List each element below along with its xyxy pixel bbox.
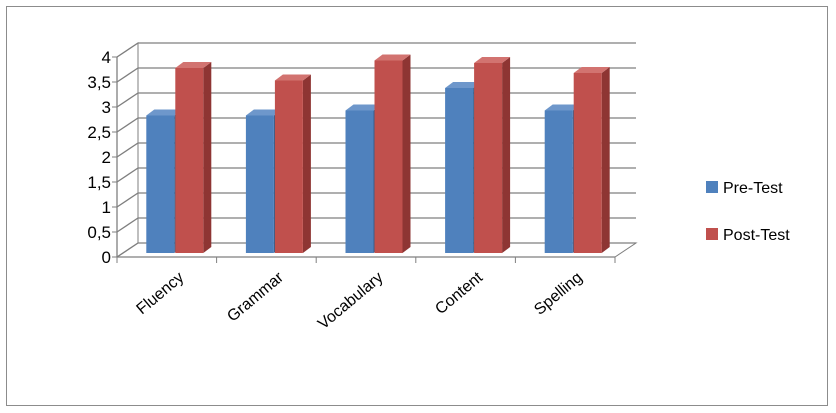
y-tick-label: 2 [102, 148, 111, 167]
y-axis-ticks: 0 0,5 1 1,5 2 2,5 3 3,5 4 [87, 48, 111, 267]
bar-top [175, 62, 212, 68]
legend-swatch [706, 228, 718, 240]
bar-top [245, 109, 282, 116]
x-tick-label: Spelling [531, 269, 586, 319]
x-tick-label: Grammar [224, 269, 287, 326]
x-tick-label: Fluency [134, 269, 188, 318]
bar [445, 88, 474, 253]
bars [146, 54, 610, 253]
y-tick-label: 3 [102, 98, 111, 117]
x-axis-labels: Fluency Grammar Vocabulary Content Spelling [134, 269, 586, 333]
gridline [116, 42, 636, 58]
bar [374, 60, 403, 253]
bar-top [445, 82, 482, 88]
legend-label: Pre-Test [723, 180, 783, 197]
bar-top [544, 104, 581, 111]
bar-side [601, 67, 610, 253]
y-tick-label: 0,5 [87, 223, 111, 242]
bar-top [573, 67, 610, 73]
bar-top [146, 109, 183, 116]
bar [146, 115, 175, 253]
bar [245, 115, 274, 253]
y-tick-label: 1 [102, 198, 111, 217]
bar-side [203, 62, 212, 253]
bar-top [274, 74, 311, 81]
x-tick-label: Content [432, 269, 486, 318]
bar [274, 80, 303, 253]
bar [474, 63, 503, 253]
bar [175, 68, 204, 253]
bar-top [345, 104, 382, 111]
bar-side [502, 57, 511, 253]
bar [544, 110, 573, 253]
y-tick-label: 0 [102, 248, 111, 267]
gridline [116, 67, 636, 83]
bar [573, 73, 602, 253]
legend: Pre-Test Post-Test [706, 180, 790, 244]
bar-top [374, 54, 411, 61]
legend-swatch [706, 181, 718, 193]
bar [345, 110, 374, 253]
bar-top [474, 57, 511, 63]
legend-label: Post-Test [723, 227, 790, 244]
y-tick-label: 4 [102, 48, 111, 67]
y-tick-label: 3,5 [87, 73, 111, 92]
x-tick-label: Vocabulary [315, 269, 387, 333]
y-tick-label: 1,5 [87, 173, 111, 192]
bar-side [302, 74, 311, 253]
bar-side [402, 54, 411, 253]
y-tick-label: 2,5 [87, 123, 111, 142]
